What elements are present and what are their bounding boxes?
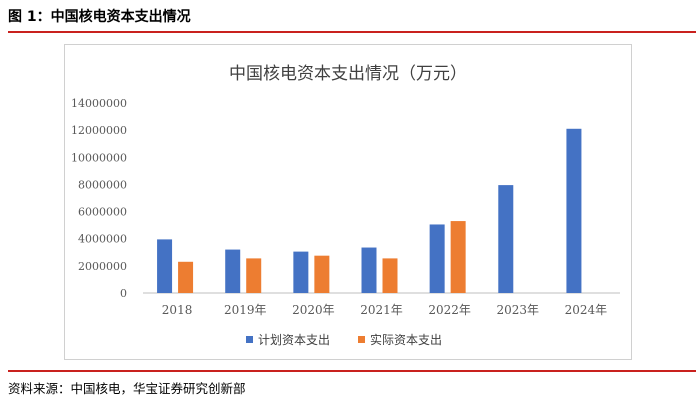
- planned-capex-bar: [293, 251, 309, 293]
- figure-header: 图 1：中国核电资本支出情况: [0, 0, 700, 30]
- figure-title: 图 1：中国核电资本支出情况: [8, 9, 191, 25]
- chart-title: 中国核电资本支出情况（万元）: [229, 64, 467, 84]
- planned-capex-bar: [225, 249, 241, 293]
- y-tick-label: 10000000: [71, 151, 127, 164]
- y-tick-label: 12000000: [71, 124, 127, 137]
- capex-bar-chart: 中国核电资本支出情况（万元） 0 2000000 4000000 6000000 800…: [71, 64, 620, 347]
- chart-frame: 中国核电资本支出情况（万元） 0 2000000 4000000 6000000 800…: [64, 44, 632, 360]
- x-tick-label: 2020年: [292, 303, 335, 317]
- y-tick-label: 8000000: [78, 178, 127, 191]
- actual-capex-bar: [314, 255, 330, 293]
- actual-capex-bar: [178, 261, 194, 293]
- x-tick-label: 2024年: [565, 303, 608, 317]
- y-axis: 0 2000000 4000000 6000000 8000000 10000000 120…: [71, 97, 127, 300]
- y-tick-label: 4000000: [78, 233, 127, 246]
- planned-capex-bar: [498, 185, 514, 293]
- legend: 计划资本支出 实际资本支出: [246, 332, 442, 347]
- y-tick-label: 6000000: [78, 206, 127, 219]
- x-tick-label: 2018: [162, 303, 193, 317]
- legend-swatch-actual: [358, 336, 365, 343]
- x-tick-label: 2019年: [224, 303, 267, 317]
- source-note: 资料来源：中国核电，华宝证券研究创新部: [8, 381, 246, 396]
- planned-capex-bar: [157, 239, 173, 293]
- legend-label-planned: 计划资本支出: [258, 333, 330, 347]
- actual-capex-bar: [382, 258, 398, 293]
- y-tick-label: 14000000: [71, 97, 127, 110]
- x-tick-label: 2022年: [428, 303, 471, 317]
- planned-capex-bar: [429, 224, 445, 293]
- planned-capex-bar: [566, 128, 582, 293]
- x-tick-label: 2023年: [497, 303, 540, 317]
- x-tick-label: 2021年: [360, 303, 403, 317]
- bottom-rule: [8, 370, 696, 372]
- legend-label-actual: 实际资本支出: [370, 332, 442, 347]
- actual-capex-bar: [246, 258, 262, 293]
- bars-group: [157, 128, 582, 293]
- legend-swatch-planned: [246, 336, 253, 343]
- x-axis: 2018 2019年 2020年 2021年 2022年 2023年 2024年: [162, 303, 607, 317]
- y-tick-label: 2000000: [78, 260, 127, 273]
- top-rule: [8, 31, 696, 33]
- actual-capex-bar: [450, 221, 466, 293]
- y-tick-label: 0: [120, 287, 127, 300]
- planned-capex-bar: [361, 247, 377, 293]
